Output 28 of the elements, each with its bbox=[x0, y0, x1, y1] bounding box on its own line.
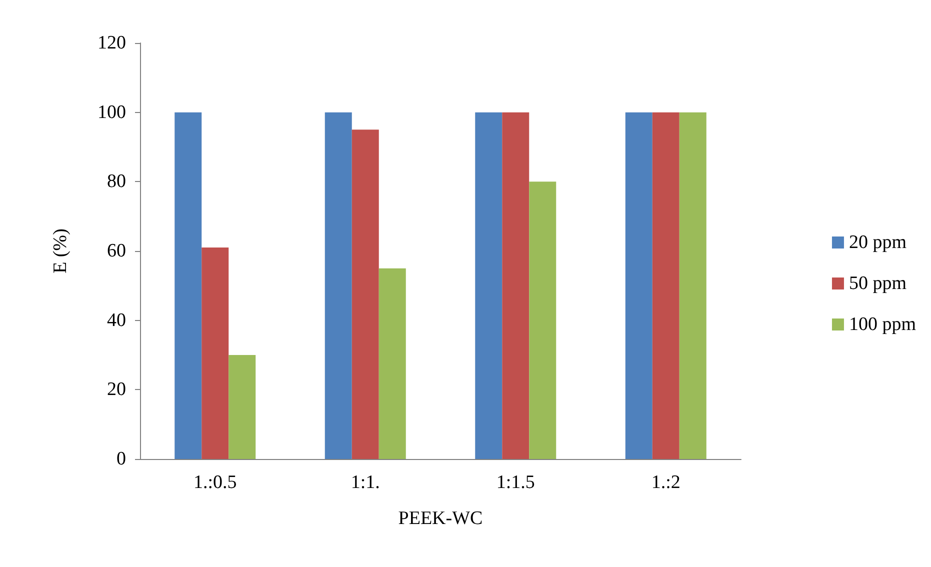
legend-label: 100 ppm bbox=[848, 314, 916, 335]
bar bbox=[475, 112, 502, 459]
y-tick-label: 20 bbox=[107, 379, 126, 400]
legend-label: 50 ppm bbox=[848, 273, 907, 294]
y-tick-label: 80 bbox=[107, 171, 126, 192]
bar bbox=[378, 268, 406, 459]
x-tick-label: 1:1. bbox=[350, 472, 380, 493]
bar bbox=[529, 182, 556, 459]
bar bbox=[679, 112, 706, 459]
bar bbox=[652, 112, 680, 459]
bar bbox=[502, 112, 530, 459]
bar bbox=[202, 248, 229, 459]
y-tick-label: 120 bbox=[98, 32, 126, 54]
x-tick-label: 1.:0.5 bbox=[193, 472, 237, 493]
legend-label: 20 ppm bbox=[848, 232, 907, 253]
y-axis-title: E (%) bbox=[50, 228, 71, 274]
x-tick-label: 1:1.5 bbox=[496, 472, 535, 493]
bar bbox=[228, 355, 256, 459]
y-tick-label: 0 bbox=[116, 448, 126, 470]
bar bbox=[625, 112, 652, 459]
bar bbox=[352, 130, 379, 459]
bar bbox=[324, 112, 352, 459]
x-axis-title: PEEK-WC bbox=[398, 508, 483, 529]
y-tick-label: 60 bbox=[107, 240, 126, 262]
y-tick-label: 40 bbox=[107, 310, 126, 331]
x-tick-label: 1.:2 bbox=[651, 472, 680, 493]
y-tick-label: 100 bbox=[98, 102, 126, 123]
bar bbox=[174, 112, 202, 459]
